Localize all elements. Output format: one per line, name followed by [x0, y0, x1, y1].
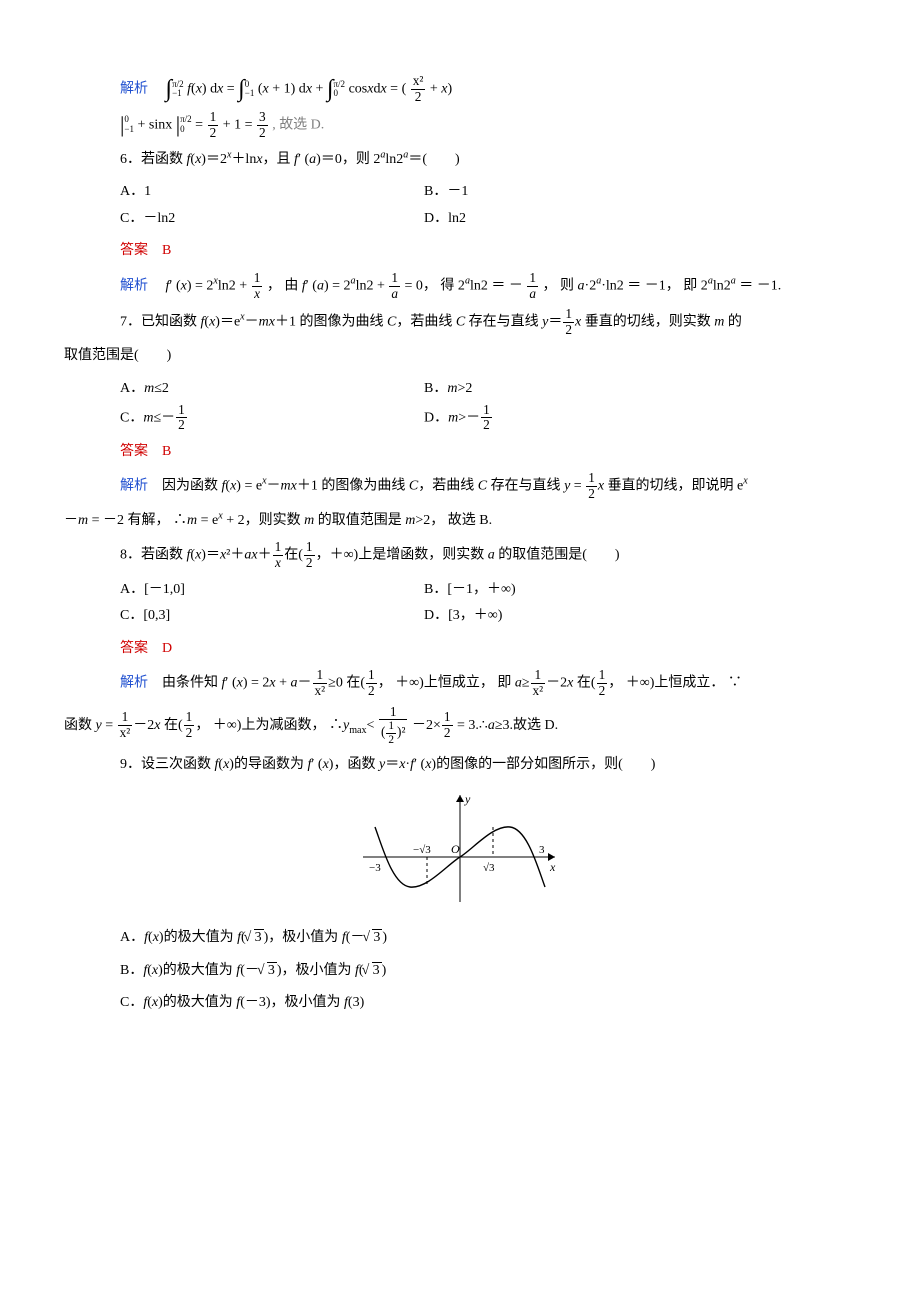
- svg-text:3: 3: [539, 844, 545, 856]
- q6-sol: 解析 f′ (x) = 2xln2 + 1x ， 由 f′ (a) = 2aln…: [64, 271, 856, 301]
- q6-C: C．－ln2: [120, 206, 424, 233]
- q9-A: A．f(x)的极大值为 f(3)，极小值为 f(－3): [64, 925, 856, 952]
- svg-text:O: O: [451, 842, 460, 856]
- svg-text:√3: √3: [483, 862, 495, 874]
- q9-C: C．f(x)的极大值为 f(－3)，极小值为 f(3): [64, 990, 856, 1017]
- svg-text:x: x: [549, 860, 556, 874]
- q7-options-row2: C．m≤－12 D．m>－12: [64, 403, 856, 433]
- q6-options-row1: A．1 B．－1: [64, 179, 856, 206]
- q7-stem-cont: 取值范围是( ): [64, 343, 856, 370]
- q7-A: A．m≤2: [120, 376, 424, 403]
- q7-D: D．m>－12: [424, 403, 856, 433]
- integral-icon: ∫: [238, 77, 245, 101]
- q9-stem: 9．设三次函数 f(x)的导函数为 f′ (x)，函数 y＝x·f′ (x)的图…: [64, 752, 856, 779]
- q8-D: D．[3，＋∞): [424, 603, 856, 630]
- svg-text:−√3: −√3: [413, 844, 431, 856]
- q8-B: B．[－1，＋∞): [424, 577, 856, 604]
- q7-sol-l1: 解析 因为函数 f(x) = ex－mx＋1 的图像为曲线 C，若曲线 C 存在…: [64, 471, 856, 501]
- label-jiexi: 解析: [120, 81, 148, 96]
- q7-C: C．m≤－12: [120, 403, 424, 433]
- sol5-line1: 解析 ∫π/2−1 f(x) dx = ∫0−1 (x + 1) dx + ∫π…: [64, 74, 856, 104]
- q8-options-row2: C．[0,3] D．[3，＋∞): [64, 603, 856, 630]
- q8-options-row1: A．[－1,0] B．[－1，＋∞): [64, 577, 856, 604]
- q7-answer: 答案 B: [64, 439, 856, 466]
- q8-answer: 答案 D: [64, 636, 856, 663]
- integral-icon: ∫: [327, 77, 334, 101]
- q8-C: C．[0,3]: [120, 603, 424, 630]
- q7-stem: 7．已知函数 f(x)＝ex－mx＋1 的图像为曲线 C，若曲线 C 存在与直线…: [64, 307, 856, 337]
- q6-options-row2: C．－ln2 D．ln2: [64, 206, 856, 233]
- q6-stem: 6．若函数 f(x)＝2x＋lnx，且 f′ (a)＝0，则 2aln2a＝( …: [64, 147, 856, 174]
- svg-text:y: y: [464, 792, 471, 806]
- q8-sol-l1: 解析 由条件知 f′ (x) = 2x + a－1x²≥0 在(12， ＋∞)上…: [64, 668, 856, 698]
- q8-A: A．[－1,0]: [120, 577, 424, 604]
- q9-figure: y x O −3 −√3 √3 3: [64, 787, 856, 918]
- q7-sol-l2: －m = －2 有解， ∴m = ex + 2，则实数 m 的取值范围是 m>2…: [64, 508, 856, 535]
- q7-B: B．m>2: [424, 376, 856, 403]
- q7-options-row1: A．m≤2 B．m>2: [64, 376, 856, 403]
- svg-text:−3: −3: [369, 862, 381, 874]
- q6-B: B．－1: [424, 179, 856, 206]
- integral-icon: ∫: [166, 77, 173, 101]
- q9-graph-svg: y x O −3 −√3 √3 3: [355, 787, 565, 907]
- q9-B: B．f(x)的极大值为 f(－3)，极小值为 f(3): [64, 958, 856, 985]
- sol5-line2: |0−1 + sinx |π/20 = 12 + 1 = 32 , 故选 D.: [64, 110, 856, 140]
- q6-answer: 答案 B: [64, 238, 856, 265]
- q8-sol-l2: 函数 y = 1x²－2x 在(12， ＋∞)上为减函数， ∴ymax< 1(1…: [64, 705, 856, 747]
- q6-A: A．1: [120, 179, 424, 206]
- q8-stem: 8．若函数 f(x)＝x²＋ax＋1x在(12，＋∞)上是增函数，则实数 a 的…: [64, 540, 856, 570]
- q6-D: D．ln2: [424, 206, 856, 233]
